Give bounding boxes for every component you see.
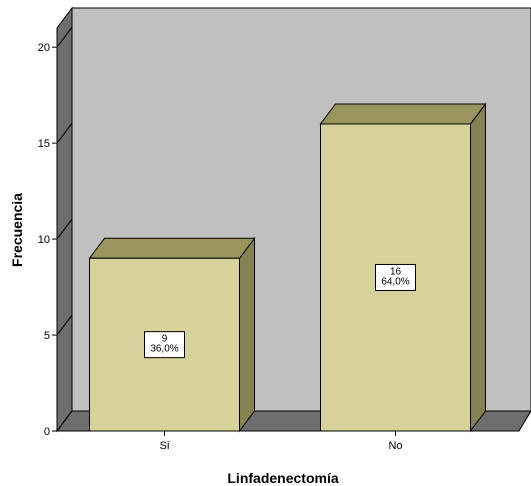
data-label-box-No xyxy=(375,263,416,291)
y-tick-depth xyxy=(56,314,73,336)
data-label-Si-1: 36,0% xyxy=(150,344,178,355)
y-tick-label: 0 xyxy=(44,426,50,438)
y-tick-depth xyxy=(56,26,73,48)
y-tick-depth xyxy=(56,218,73,240)
data-label-No-1: 64,0% xyxy=(381,276,409,287)
x-tick-label-No: No xyxy=(388,440,402,452)
x-axis: Si No xyxy=(57,430,519,452)
bar-side-No xyxy=(470,102,486,433)
y-tick-label: 15 xyxy=(38,138,50,150)
y-tick-label: 20 xyxy=(38,42,50,54)
data-label-Si-0: 9 xyxy=(162,334,168,345)
y-tick-label: 10 xyxy=(38,234,50,246)
y-tick-depth xyxy=(56,122,73,144)
x-tick-label-Si: Si xyxy=(160,440,170,452)
y-tick-label: 5 xyxy=(44,330,50,342)
bar-side-Si xyxy=(239,236,255,433)
bar-top-No xyxy=(319,103,487,125)
data-label-box-Si xyxy=(144,331,185,359)
y-axis: 0 5 10 15 20 xyxy=(38,26,73,438)
y-axis-title: Frecuencia xyxy=(9,193,25,267)
data-label-No-0: 16 xyxy=(390,266,402,277)
y-tick-depth xyxy=(56,410,73,432)
left-wall xyxy=(56,6,73,433)
bar-top-Si xyxy=(88,237,256,259)
x-axis-title: Linfadenectomía xyxy=(227,470,338,486)
